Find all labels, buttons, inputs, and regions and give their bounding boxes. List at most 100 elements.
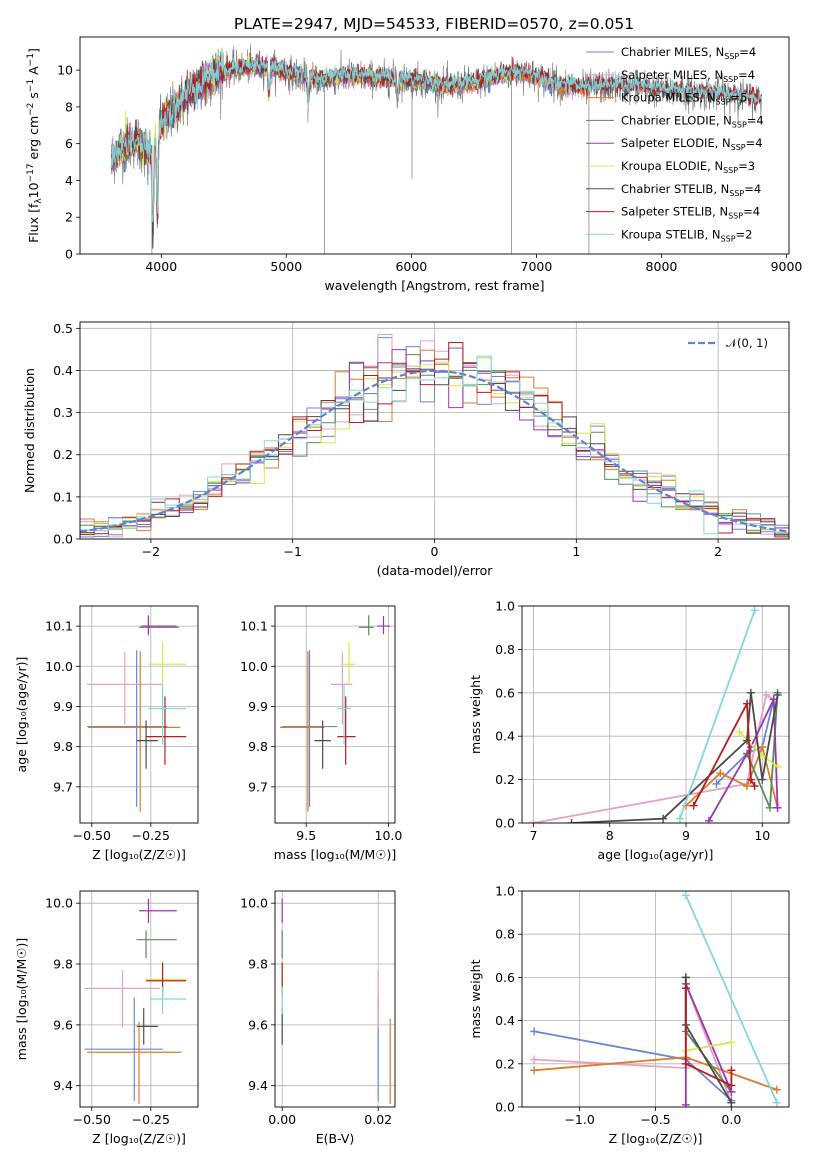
weight-marker [750,782,759,791]
y-tick-label: 9.8 [248,957,268,972]
weight-marker [681,984,690,993]
x-tick-label: −0.25 [132,1112,170,1127]
y-tick-label: 10.1 [240,619,268,634]
y-tick-label: 4 [65,173,73,188]
spectrum-panel: 4000 5000 6000 7000 8000 9000 0 2 4 6 8 10 Chabrier … [26,36,803,293]
weight-series-line [684,988,733,1087]
errorbar-point [279,651,325,812]
weight-marker [735,727,744,736]
weight-marker [743,782,752,791]
x-tick-label: 9 [682,828,690,843]
mass-Z-panel: −0.50 −0.25 9.4 9.6 9.8 10.0 Z [log₁₀(Z/Z☉)] ma… [14,890,199,1146]
figure-title: PLATE=2947, MJD=54533, FIBERID=0570, z=0… [234,15,634,33]
y-tick-label: 10.0 [45,896,73,911]
axes-frame [79,605,199,824]
axes-frame [521,605,790,824]
weight-marker [727,1081,736,1090]
errorbar-point [88,651,181,812]
weight-marker [689,801,698,810]
errorbar-point [337,684,351,745]
y-tick-label: 9.4 [53,1078,73,1093]
errorbar-point [136,1008,158,1045]
weight-marker [743,699,752,708]
weight-series-line [534,983,733,1104]
x-tick-label: 4000 [145,259,177,274]
y-tick-label: 0.6 [495,970,515,985]
x-tick-label: 8 [606,828,614,843]
residuals-panel: −2 −1 0 1 2 0.0 0.1 0.2 0.3 0.4 0.5 𝒩(0, 1) (data-mo… [22,321,790,578]
spectrum-model-line [110,47,762,223]
y-tick-label: 9.7 [53,779,73,794]
weight-lines [529,606,782,823]
x-tick-label: −0.25 [132,828,170,843]
histogram-series [80,355,789,538]
weight-lines [530,891,781,1107]
y-tick-label: 9.4 [248,1078,268,1093]
x-tick-label: −1.0 [564,1112,594,1127]
y-tick-label: 0.1 [53,489,73,504]
y-tick-label: 9.6 [53,1017,73,1032]
y-tick-label: 0.2 [495,772,515,787]
weight-Z-panel: −1.0 −0.5 0.0 0.0 0.2 0.4 0.6 0.8 1.0 Z [log₁₀(Z/… [468,884,790,1146]
errorbar-point [146,696,187,765]
weight-marker [681,973,690,982]
weight-marker [659,814,668,823]
weight-marker [716,769,725,778]
legend-label: Salpeter MILES, NSSP=4 [621,68,755,84]
x-tick-label: 0.0 [721,1112,741,1127]
x-axis-label: E(B-V) [316,1131,355,1146]
y-tick-label: 0.4 [53,363,73,378]
legend-label: Chabrier ELODIE, NSSP=4 [621,113,764,129]
weight-marker [727,1066,736,1075]
x-tick-label: −0.50 [73,1112,111,1127]
y-tick-label: 0.0 [495,1100,515,1115]
weight-marker [704,816,713,823]
errorbar-point [150,986,187,1015]
weight-marker [772,1085,781,1094]
errorbar-point [148,642,187,685]
errorbar-point [376,616,391,635]
weight-marker [746,775,755,784]
weight-series-line [684,894,778,1104]
weight-marker [681,1100,690,1107]
y-tick-label: 0.8 [495,927,515,942]
legend-label: Kroupa ELODIE, NSSP=3 [621,159,755,175]
legend-label: Salpeter ELODIE, NSSP=4 [621,136,763,152]
y-axis-label: mass [log₁₀(M/M☉)] [14,938,29,1060]
errorbar-point [87,1021,182,1104]
errorbar-point [340,642,356,685]
x-axis-label: Z [log₁₀(Z/Z☉)] [609,1131,703,1146]
x-axis-label: mass [log₁₀(M/M☉)] [274,847,396,862]
y-tick-label: 10.0 [45,659,73,674]
spectrum-legend: Chabrier MILES, NSSP=4 Salpeter MILES, NS… [586,45,764,243]
weight-series-line [571,692,779,823]
x-tick-label: 9000 [771,259,803,274]
x-axis-label: Z [log₁₀(Z/Z☉)] [92,847,186,862]
weight-marker [758,775,767,784]
weight-marker [681,891,690,900]
y-tick-label: 10.1 [45,619,73,634]
weight-series-line [533,693,775,823]
y-tick-label: 10.0 [240,896,268,911]
legend-label: Chabrier STELIB, NSSP=4 [621,182,761,198]
normal-curve [80,369,789,533]
x-axis-label: wavelength [Angstrom, rest frame] [324,278,544,293]
axes-frame [274,605,396,824]
weight-marker [530,1055,539,1064]
errorbar-point [281,650,338,807]
histogram-steps [80,334,789,538]
x-tick-label: 2 [714,544,722,559]
spectrum-model-line [110,55,590,233]
weight-marker [530,1066,539,1075]
y-tick-label: 9.7 [248,779,268,794]
axes-frame [79,321,790,540]
errorbar-point [141,616,177,635]
x-tick-label: 8000 [646,259,678,274]
weight-series-line [679,609,756,820]
x-tick-label: −1 [283,544,301,559]
axes-frame [79,890,199,1108]
x-tick-label: −0.5 [640,1112,670,1127]
y-tick-label: 6 [65,136,73,151]
weight-marker [727,1038,736,1047]
